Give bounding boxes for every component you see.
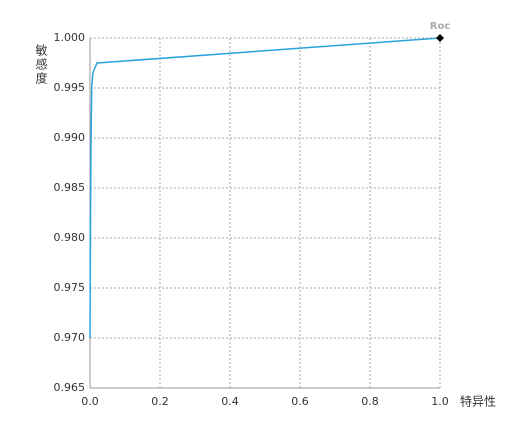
y-tick-label: 0.985 <box>54 181 86 194</box>
x-axis-title: 特异性 <box>460 394 496 409</box>
y-tick-label: 0.990 <box>54 131 86 144</box>
series-label: Roc <box>430 21 451 32</box>
x-tick-label: 0.0 <box>81 395 99 408</box>
x-tick-label: 1.0 <box>431 395 449 408</box>
y-tick-label: 0.970 <box>54 331 86 344</box>
y-tick-label: 0.980 <box>54 231 86 244</box>
y-axis-title: 敏感度 <box>34 43 48 86</box>
x-tick-label: 0.8 <box>361 395 379 408</box>
y-tick-label: 0.975 <box>54 281 86 294</box>
x-tick-label: 0.2 <box>151 395 169 408</box>
end-marker <box>436 34 444 42</box>
y-tick-label: 0.965 <box>54 381 86 394</box>
x-tick-label: 0.6 <box>291 395 309 408</box>
y-tick-label: 1.000 <box>54 31 86 44</box>
x-tick-label: 0.4 <box>221 395 239 408</box>
y-tick-label: 0.995 <box>54 81 86 94</box>
roc-line <box>89 37 441 339</box>
